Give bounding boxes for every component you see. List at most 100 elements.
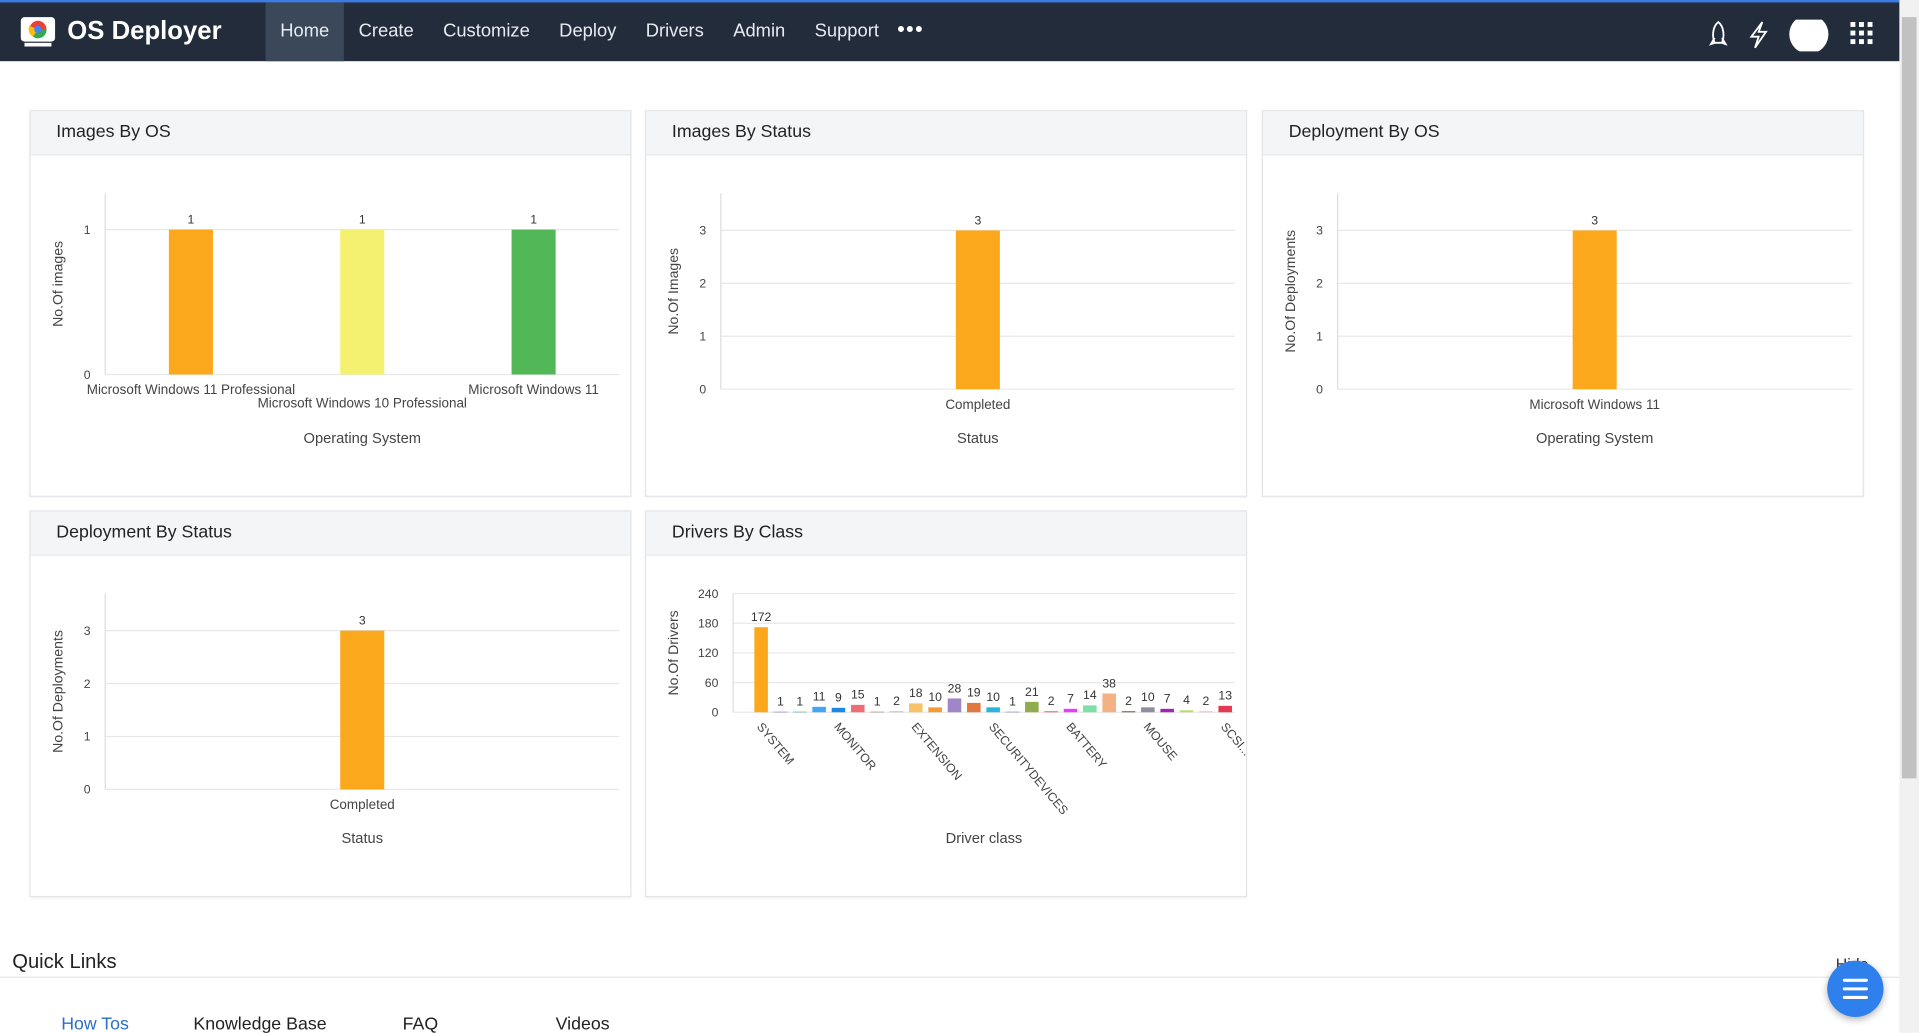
bar [1179, 710, 1194, 713]
quick-link-tab[interactable]: Videos [555, 1014, 610, 1033]
bar [851, 704, 865, 713]
value-label: 10 [1141, 690, 1155, 704]
bar [168, 229, 213, 375]
top-bar: OS Deployer Home Create Customize Deploy Dri… [0, 0, 1900, 62]
bar [928, 707, 942, 713]
nav-item[interactable]: Create [358, 20, 414, 42]
panel-title: Deployment By OS [1263, 111, 1863, 156]
panel-title: Images By Status [646, 111, 1246, 156]
panel-title: Drivers By Class [646, 511, 1246, 556]
chart-panel: Images By OS 0 1 1 Microsoft Windows 11 Prof… [29, 110, 632, 497]
x-tick-label: MOUSE [1141, 720, 1181, 763]
bar [340, 630, 385, 790]
value-label: 1 [359, 212, 366, 226]
panel-title: Deployment By Status [30, 511, 631, 556]
y-tick-label: 0 [84, 783, 91, 797]
value-label: 1 [874, 695, 881, 709]
quick-link-tab[interactable]: FAQ [402, 1014, 439, 1033]
chart-panel: Images By Status 0 1 2 3 3 Completed Status No.O… [644, 110, 1248, 497]
y-tick-label: 2 [1316, 277, 1323, 291]
y-tick-label: 3 [1316, 224, 1323, 238]
y-tick-label: 120 [698, 646, 719, 660]
menu-button[interactable] [1827, 960, 1884, 1018]
value-label: 10 [928, 690, 942, 704]
y-tick-label: 1 [699, 330, 706, 344]
nav-item[interactable]: Home [265, 2, 344, 62]
value-label: 1 [777, 695, 784, 709]
avatar[interactable] [1789, 19, 1829, 52]
value-label: 15 [851, 688, 865, 702]
bar [831, 707, 846, 713]
x-tick-label: SCSI... [1218, 720, 1246, 759]
bar [340, 229, 385, 375]
y-tick-label: 60 [705, 676, 719, 690]
x-axis-title: Operating System [1536, 431, 1653, 447]
value-label: 19 [967, 686, 981, 700]
x-tick-label: BATTERY [1063, 720, 1109, 771]
y-tick-label: 180 [698, 617, 719, 631]
y-axis-title: No.Of Deployments [1282, 230, 1298, 353]
quick-link-tab[interactable]: How Tos [61, 1014, 129, 1033]
bar [889, 711, 904, 713]
x-axis-title: Status [957, 431, 999, 447]
nav-item[interactable]: Deploy [559, 20, 617, 42]
y-tick-label: 240 [698, 587, 719, 601]
chart-panel: Deployment By OS 0 1 2 3 3 Microsoft Windows 1… [1261, 110, 1864, 497]
quick-icon[interactable] [1749, 21, 1768, 49]
value-label: 2 [1202, 694, 1209, 708]
x-tick-label: Completed [945, 397, 1010, 412]
panel-title: Images By OS [30, 111, 631, 156]
x-tick-label: Microsoft Windows 10 Professional [258, 396, 467, 411]
deploy-icon[interactable] [1708, 20, 1728, 46]
value-label: 11 [813, 690, 826, 704]
value-label: 7 [1164, 692, 1171, 706]
scroll-thumb[interactable] [1901, 17, 1917, 779]
bar [955, 230, 1000, 390]
value-label: 13 [1218, 689, 1232, 703]
value-label: 3 [974, 213, 981, 227]
bar [1044, 711, 1058, 713]
value-label: 172 [751, 610, 772, 624]
y-tick-label: 1 [84, 223, 91, 237]
more-menu[interactable]: ••• [897, 17, 924, 42]
nav-item[interactable]: Admin [733, 20, 786, 42]
x-axis-title: Operating System [304, 431, 421, 447]
app-name: OS Deployer [67, 17, 222, 46]
x-axis-title: Driver class [946, 831, 1023, 847]
bar [812, 706, 826, 713]
nav-item[interactable]: Customize [443, 20, 530, 42]
bar [1218, 705, 1232, 713]
value-label: 1 [188, 212, 195, 226]
x-tick-label: Microsoft Windows 11 [468, 382, 599, 397]
nav-item[interactable]: Support [814, 20, 879, 42]
apps-icon[interactable] [1850, 22, 1873, 45]
value-label: 3 [359, 613, 366, 627]
quick-link-tab[interactable]: Knowledge Base [193, 1014, 327, 1033]
bar [1199, 711, 1213, 713]
bar [909, 703, 923, 713]
nav-item[interactable]: Drivers [645, 20, 704, 42]
x-axis-title: Status [341, 831, 383, 847]
quick-links-title: Quick Links [12, 950, 117, 973]
bar [1121, 711, 1136, 713]
y-tick-label: 0 [1316, 382, 1323, 396]
nav: Home Create Customize Deploy Drivers Admin Sup… [265, 2, 894, 62]
x-tick-label: Completed [330, 797, 395, 812]
logo[interactable] [20, 16, 57, 48]
scrollbar[interactable] [1899, 0, 1919, 1033]
bar [1102, 693, 1116, 713]
y-tick-label: 2 [84, 677, 91, 691]
value-label: 28 [948, 681, 962, 695]
value-label: 21 [1025, 685, 1039, 699]
bar [511, 229, 556, 375]
chart: 0 1 2 3 3 Microsoft Windows 11 Operating Syste… [1282, 193, 1852, 447]
y-tick-label: 0 [84, 368, 91, 382]
bar [947, 698, 962, 713]
y-tick-label: 2 [699, 277, 706, 291]
y-tick-label: 3 [84, 624, 91, 638]
y-tick-label: 0 [712, 706, 719, 720]
value-label: 2 [1048, 694, 1055, 708]
bar [754, 627, 768, 713]
